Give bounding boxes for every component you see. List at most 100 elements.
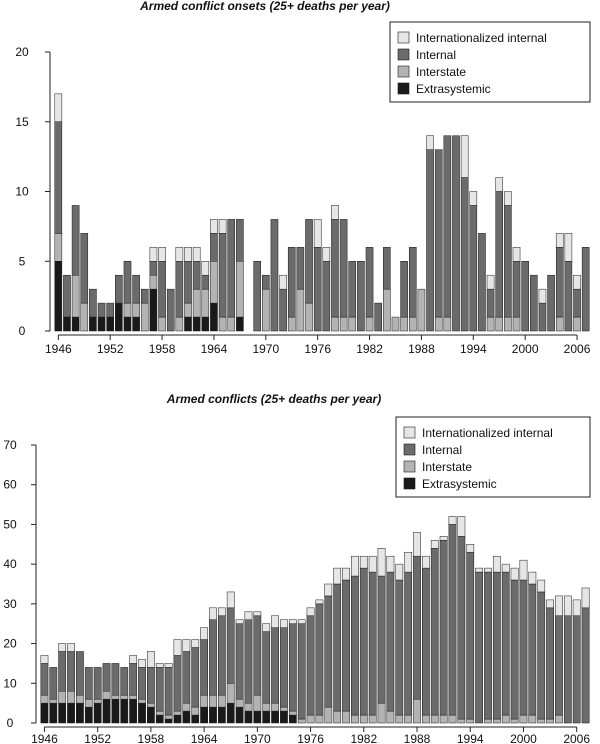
bar-segment bbox=[106, 316, 114, 332]
bar-segment bbox=[93, 667, 102, 700]
bar-segment bbox=[129, 694, 138, 700]
bar-segment bbox=[426, 135, 434, 150]
bar-segment bbox=[217, 607, 226, 617]
bar-segment bbox=[495, 191, 504, 318]
bar-segment bbox=[400, 261, 408, 318]
bar-segment bbox=[200, 694, 208, 708]
legend: Internationalized internal Internal Inters… bbox=[389, 21, 591, 103]
bar-segment bbox=[138, 659, 146, 668]
bar-segment bbox=[271, 702, 279, 712]
bar-segment bbox=[504, 316, 512, 332]
bar-segment bbox=[40, 702, 49, 724]
bar-segment bbox=[132, 316, 140, 332]
bar-segment bbox=[67, 643, 75, 652]
bar-segment bbox=[422, 567, 430, 716]
bar-segment bbox=[200, 627, 208, 640]
bar-segment bbox=[120, 667, 129, 696]
bar-segment bbox=[102, 690, 111, 700]
bar-segment bbox=[120, 694, 129, 700]
bar-segment bbox=[129, 663, 138, 696]
bar-segment bbox=[486, 288, 495, 318]
bar-segment bbox=[40, 655, 49, 664]
bar-segment bbox=[192, 316, 201, 332]
bar-segment bbox=[521, 261, 529, 332]
bar-segment bbox=[149, 288, 158, 332]
y-tick-label: 20 bbox=[15, 45, 29, 59]
bar-segment bbox=[452, 135, 460, 332]
bar-segment bbox=[443, 135, 452, 318]
bar-segment bbox=[218, 233, 227, 318]
bar-segment bbox=[49, 667, 58, 700]
bar-segment bbox=[253, 710, 262, 724]
bar-segment bbox=[140, 302, 149, 332]
bar-segment bbox=[581, 587, 590, 609]
bar-segment bbox=[408, 316, 417, 332]
bar-segment bbox=[89, 316, 97, 332]
bar-segment bbox=[546, 607, 554, 720]
bar-segment bbox=[236, 219, 244, 262]
bar-segment bbox=[280, 706, 288, 712]
bar-segment bbox=[201, 316, 210, 332]
bar-segment bbox=[519, 559, 528, 581]
bar-segment bbox=[244, 611, 253, 620]
bar-segment bbox=[288, 714, 297, 724]
bar-segment bbox=[434, 316, 443, 332]
bar-segment bbox=[324, 583, 333, 597]
bar-segment bbox=[555, 714, 563, 724]
bar-segment bbox=[97, 302, 106, 318]
bar-segment bbox=[448, 516, 457, 525]
bar-segment bbox=[226, 683, 235, 704]
bar-segment bbox=[563, 615, 572, 724]
bar-segment bbox=[555, 233, 564, 248]
bar-segment bbox=[253, 615, 262, 696]
bar-segment bbox=[262, 623, 271, 632]
onsets-chart: Armed conflict onsets (25+ deaths per ye… bbox=[15, 0, 590, 356]
bar-segment bbox=[413, 698, 421, 724]
bar-segment bbox=[386, 710, 395, 724]
bar-segment bbox=[280, 710, 288, 724]
bar-segment bbox=[226, 591, 235, 609]
y-tick-label: 50 bbox=[3, 517, 17, 531]
bar-segment bbox=[71, 316, 80, 332]
bar-segment bbox=[573, 316, 581, 332]
y-tick-label: 60 bbox=[3, 478, 17, 492]
bar-segment bbox=[538, 302, 547, 332]
bar-segment bbox=[469, 205, 478, 332]
bar-segment bbox=[288, 710, 297, 716]
bar-segment bbox=[184, 316, 192, 332]
bar-segment bbox=[67, 702, 75, 724]
bar-segment bbox=[76, 702, 84, 724]
bar-segment bbox=[564, 261, 573, 332]
y-tick-label: 20 bbox=[3, 637, 17, 651]
bar-segment bbox=[351, 714, 359, 724]
bar-segment bbox=[395, 579, 404, 716]
bar-segment bbox=[484, 567, 492, 573]
bar-segment bbox=[333, 567, 342, 585]
conflicts-chart: Armed conflicts (25+ deaths per year) 0 1… bbox=[3, 392, 591, 744]
bar-segment bbox=[322, 247, 331, 262]
bar-segment bbox=[322, 261, 331, 332]
bar-segment bbox=[158, 316, 166, 332]
bar-segment bbox=[563, 595, 572, 617]
bar-segment bbox=[386, 555, 395, 573]
bar-segment bbox=[457, 536, 466, 720]
legend-label: Internal bbox=[416, 48, 456, 62]
bar-segment bbox=[306, 615, 315, 716]
bar-segment bbox=[191, 647, 200, 708]
bar-segment bbox=[173, 655, 182, 712]
bar-segment bbox=[413, 555, 421, 700]
x-tick-label: 1958 bbox=[149, 342, 176, 356]
bar-segment bbox=[192, 261, 201, 290]
bar-segment bbox=[342, 579, 350, 712]
bar-segment bbox=[404, 714, 413, 724]
bar-segment bbox=[478, 233, 486, 332]
bar-segment bbox=[40, 694, 49, 704]
legend: Internationalized internal Internal Inters… bbox=[395, 416, 591, 498]
bar-segment bbox=[383, 247, 391, 290]
bar-segment bbox=[359, 567, 368, 716]
bar-segment bbox=[89, 288, 97, 318]
x-tick-label: 1952 bbox=[84, 732, 111, 744]
x-tick-label: 1976 bbox=[297, 732, 324, 744]
bar-segment bbox=[365, 316, 374, 332]
bar-segment bbox=[253, 611, 262, 617]
